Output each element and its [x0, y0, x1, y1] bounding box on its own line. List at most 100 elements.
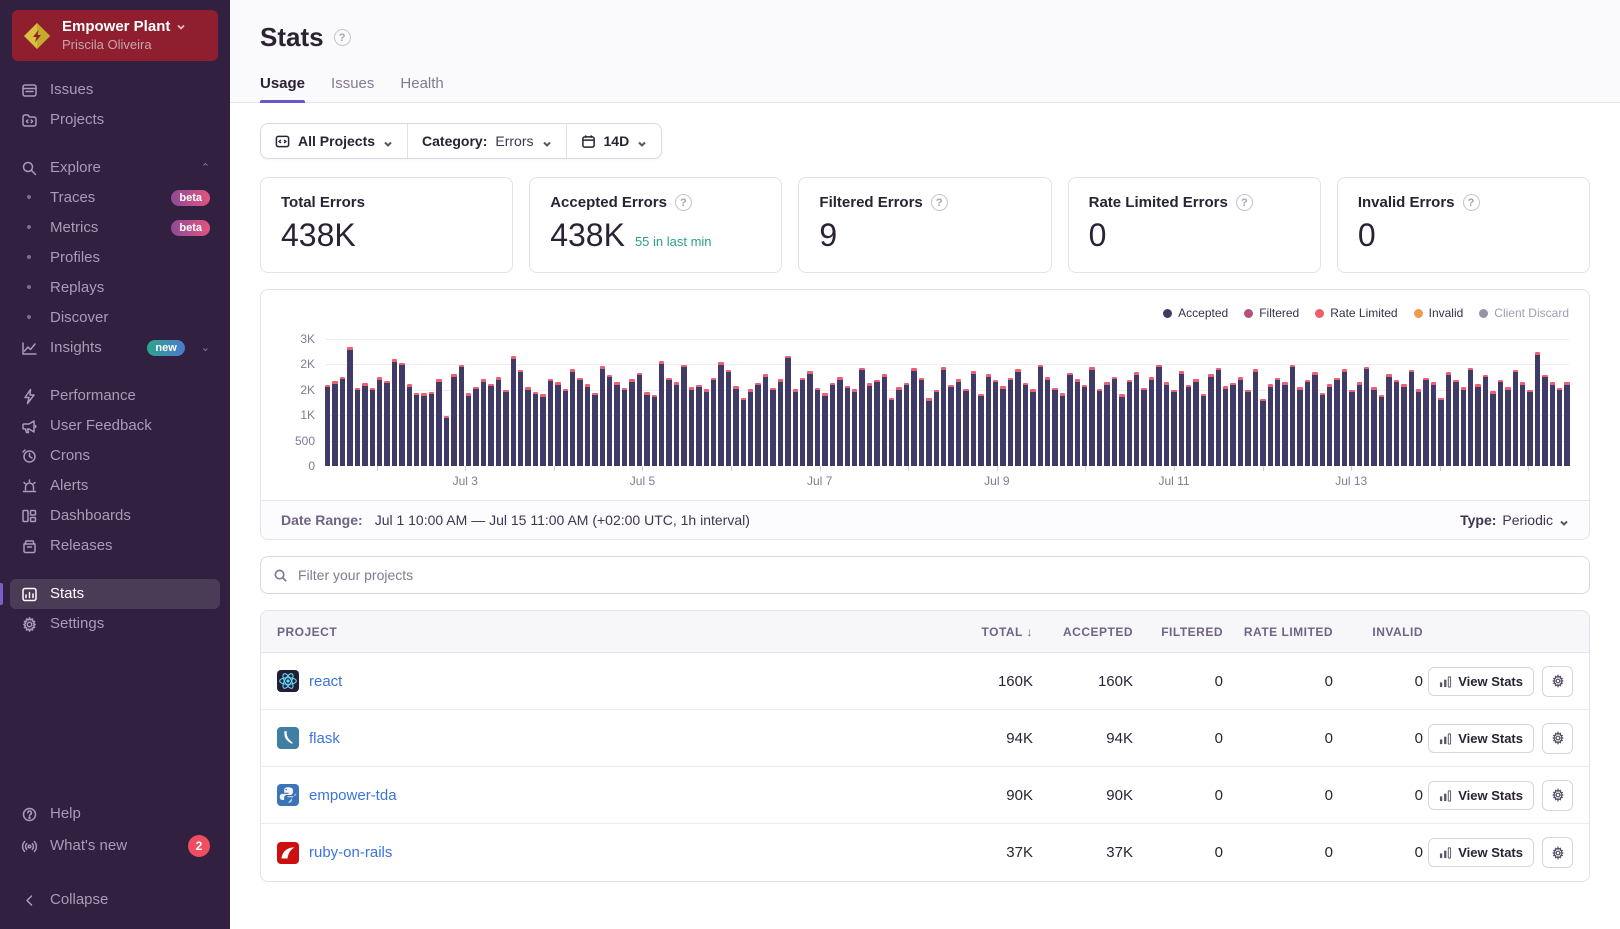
chart-bar[interactable] — [1475, 384, 1481, 466]
chart-bar[interactable] — [666, 378, 672, 466]
chart-bar[interactable] — [629, 379, 635, 466]
chart-bar[interactable] — [889, 398, 895, 466]
view-stats-button[interactable]: View Stats — [1428, 666, 1534, 696]
chart-bar[interactable] — [1171, 390, 1177, 466]
chart-bar[interactable] — [1163, 382, 1170, 466]
chart-bar[interactable] — [1312, 372, 1318, 466]
chart-bar[interactable] — [978, 394, 984, 466]
chart-bar[interactable] — [1512, 370, 1518, 466]
sidebar-item-performance[interactable]: Performance — [10, 381, 220, 411]
sidebar-item-user-feedback[interactable]: User Feedback — [10, 411, 220, 441]
sidebar-item-projects[interactable]: Projects — [10, 105, 220, 135]
chart-bar[interactable] — [339, 377, 346, 466]
tab-issues[interactable]: Issues — [331, 75, 375, 92]
chart-bar[interactable] — [1252, 369, 1259, 466]
chart-bar[interactable] — [1289, 365, 1296, 466]
chart-bar[interactable] — [941, 367, 947, 466]
chart-bar[interactable] — [1482, 375, 1489, 466]
chart-bar[interactable] — [584, 384, 591, 466]
chart-bar[interactable] — [1378, 395, 1385, 466]
chart-bar[interactable] — [1133, 372, 1140, 466]
sidebar-item-metrics[interactable]: • Metrics beta — [10, 213, 220, 243]
project-link[interactable]: empower-tda — [309, 786, 397, 804]
chart-bar[interactable] — [1371, 387, 1377, 466]
view-stats-button[interactable]: View Stats — [1428, 723, 1534, 753]
column-header-rate-limited[interactable]: RATE LIMITED — [1243, 624, 1333, 639]
column-header-total[interactable]: TOTAL ↓ — [981, 624, 1033, 639]
sidebar-item-settings[interactable]: Settings — [10, 609, 220, 639]
chart-bar[interactable] — [1505, 387, 1511, 466]
chart-bar[interactable] — [1074, 379, 1081, 466]
chart-bar[interactable] — [636, 373, 643, 466]
chart-bar[interactable] — [1341, 369, 1348, 466]
sidebar-item-issues[interactable]: Issues — [10, 75, 220, 105]
date-range-dropdown[interactable]: 14D — [565, 124, 662, 158]
chart-bar[interactable] — [1416, 389, 1422, 466]
chart-bar[interactable] — [1000, 386, 1006, 466]
chart-bar[interactable] — [1326, 384, 1333, 466]
chart-bar[interactable] — [1237, 377, 1244, 466]
sidebar-item-collapse[interactable]: Collapse — [10, 885, 220, 915]
chart-bar[interactable] — [332, 381, 338, 466]
chart-bar[interactable] — [1052, 388, 1058, 466]
chart-bar[interactable] — [703, 389, 709, 466]
chart-bar[interactable] — [963, 389, 969, 466]
chart-bar[interactable] — [1230, 383, 1236, 466]
chart-bar[interactable] — [696, 385, 702, 466]
sidebar-item-whats-new[interactable]: What's new 2 — [10, 829, 220, 863]
tab-health[interactable]: Health — [400, 75, 444, 92]
chart-bar[interactable] — [903, 383, 910, 466]
chart-bar[interactable] — [1460, 387, 1466, 466]
chart-bar[interactable] — [577, 378, 583, 466]
chart-bar[interactable] — [1148, 377, 1155, 466]
chart-bar[interactable] — [555, 382, 561, 466]
chart-bar[interactable] — [443, 416, 450, 466]
chart-bar[interactable] — [1089, 367, 1095, 466]
chart-bar[interactable] — [851, 389, 858, 466]
chart-bar[interactable] — [1430, 382, 1437, 466]
chart-bar[interactable] — [740, 398, 747, 466]
legend-item-accepted[interactable]: Accepted — [1163, 306, 1228, 320]
chart-bar[interactable] — [911, 368, 917, 466]
chart-bar[interactable] — [466, 393, 472, 466]
chart-bar[interactable] — [926, 398, 932, 466]
column-header-filtered[interactable]: FILTERED — [1161, 624, 1223, 639]
chart-bar[interactable] — [376, 377, 383, 466]
chart-bar[interactable] — [592, 393, 598, 466]
project-settings-button[interactable] — [1542, 779, 1573, 811]
chart-bar[interactable] — [1364, 367, 1370, 466]
chart-bar[interactable] — [859, 368, 865, 466]
chart-bar[interactable] — [1141, 388, 1147, 466]
chart-bar[interactable] — [710, 378, 717, 466]
sidebar-item-help[interactable]: Help — [10, 799, 220, 829]
chart-bar[interactable] — [607, 375, 613, 466]
chart-bar[interactable] — [948, 385, 954, 466]
chart-bar[interactable] — [1401, 384, 1407, 466]
chart-bar[interactable] — [844, 386, 850, 466]
chart-bar[interactable] — [688, 387, 695, 466]
sidebar-item-stats[interactable]: Stats — [0, 579, 220, 609]
chart-bar[interactable] — [347, 347, 353, 466]
project-settings-button[interactable] — [1542, 722, 1573, 754]
chart-bar[interactable] — [1059, 393, 1066, 466]
legend-item-filtered[interactable]: Filtered — [1244, 306, 1299, 320]
chart-bar[interactable] — [562, 389, 568, 466]
chart-bar[interactable] — [1527, 390, 1533, 466]
chart-bar[interactable] — [1356, 382, 1363, 466]
chart-bar[interactable] — [1156, 365, 1162, 466]
tab-usage[interactable]: Usage — [260, 75, 306, 103]
chart-bar[interactable] — [1393, 380, 1400, 466]
sidebar-item-insights[interactable]: Insights new ⌄ — [10, 333, 220, 363]
chart-bar[interactable] — [1178, 371, 1184, 466]
sidebar-item-alerts[interactable]: Alerts — [10, 471, 220, 501]
chart-bar[interactable] — [1557, 388, 1563, 466]
chart-bar[interactable] — [785, 356, 791, 466]
help-icon[interactable]: ? — [1235, 194, 1253, 211]
chart-bar[interactable] — [1030, 389, 1036, 466]
chart-bar[interactable] — [621, 388, 628, 466]
help-icon[interactable]: ? — [930, 194, 948, 211]
chart-bar[interactable] — [896, 387, 902, 466]
chart-bar[interactable] — [800, 378, 806, 466]
chart-bar[interactable] — [933, 390, 940, 466]
chart-bar[interactable] — [436, 379, 442, 466]
